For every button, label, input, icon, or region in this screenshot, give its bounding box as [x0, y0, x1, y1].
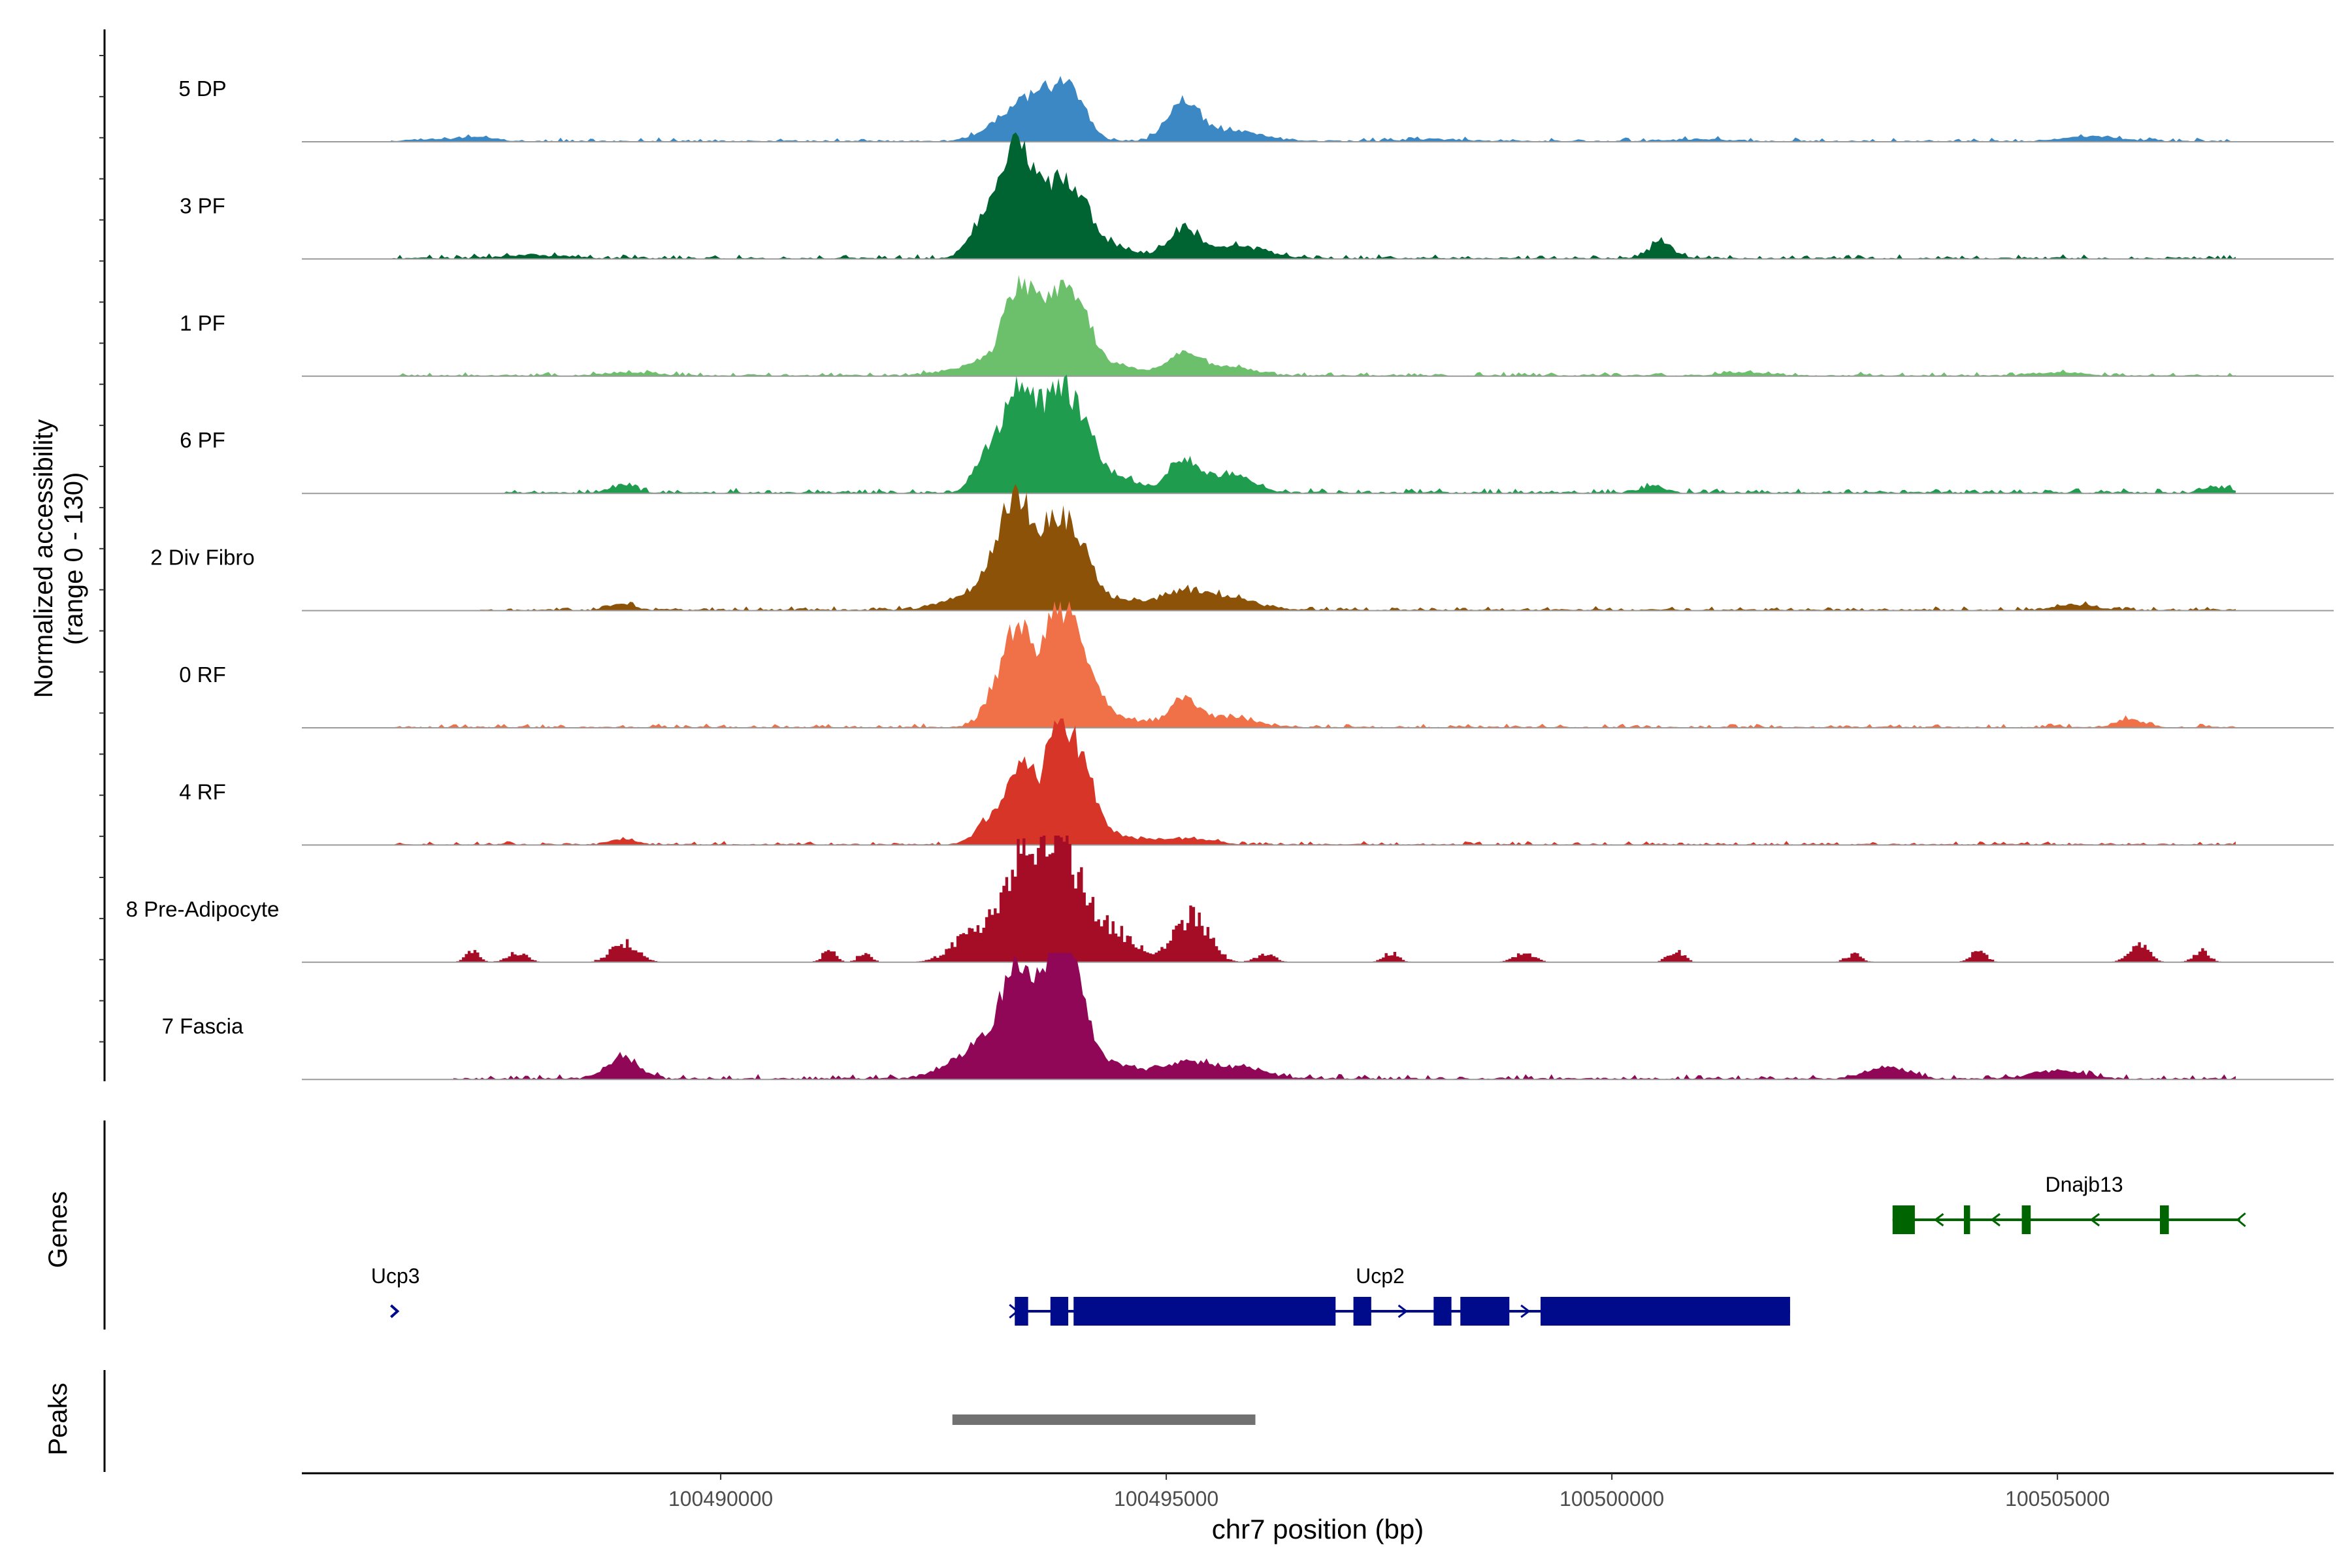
x-tick-label: 100495000: [1114, 1487, 1218, 1511]
track-0-rf: 0 RF: [179, 601, 2334, 728]
gene-dnajb13: Dnajb13: [1892, 1173, 2246, 1234]
track-6-pf: 6 PF: [180, 374, 2334, 495]
peaks-ylabel: Peaks: [44, 1382, 73, 1455]
gene-label: Ucp3: [371, 1264, 420, 1288]
track-label: 4 RF: [179, 779, 226, 804]
coverage-area: [453, 836, 2236, 962]
coverage-tracks: 5 DP 3 PF 1 PF 6 PF 2 Div Fibro 0 RF 4 RF 8 Pre…: [126, 76, 2334, 1081]
gene-exon: [1050, 1297, 1069, 1326]
gene-exon: [2021, 1205, 2031, 1234]
gene-annotation-panel: Ucp3 Ucp2 Dnajb13: [371, 1173, 2246, 1326]
coverage-area: [391, 132, 2236, 259]
gene-strand-arrow: [2236, 1212, 2246, 1228]
track-2-div-fibro: 2 Div Fibro: [150, 483, 2334, 612]
gene-strand-arrow: [1520, 1304, 1531, 1318]
axes: 100490000 100495000 100500000 100505000: [99, 29, 2334, 1511]
coverage-ylabel-line1: Normalized accessibility: [29, 419, 58, 698]
gene-strand-arrow: [1933, 1213, 1944, 1227]
gene-label: Ucp2: [1356, 1264, 1405, 1288]
gene-strand-arrow: [390, 1304, 400, 1318]
peak-region: [952, 1414, 1256, 1425]
track-label: 2 Div Fibro: [150, 546, 255, 570]
track-label: 7 Fascia: [162, 1014, 244, 1038]
peaks-panel: [952, 1414, 1256, 1425]
gene-exon: [1073, 1297, 1336, 1326]
coverage-area: [453, 953, 2236, 1080]
gene-strand-arrow: [1009, 1303, 1019, 1319]
coverage-area: [391, 76, 2236, 142]
track-label: 5 DP: [178, 76, 226, 101]
x-tick-label: 100500000: [1560, 1487, 1664, 1511]
gene-exon: [1433, 1297, 1452, 1326]
gene-exon: [1541, 1297, 1790, 1326]
gene-exon: [1963, 1205, 1970, 1234]
track-1-pf: 1 PF: [180, 275, 2334, 377]
track-5-dp: 5 DP: [178, 76, 2334, 142]
track-label: 6 PF: [180, 428, 225, 452]
track-3-pf: 3 PF: [180, 132, 2334, 260]
coverage-area: [391, 275, 2236, 376]
gene-exon: [2160, 1205, 2169, 1234]
x-axis-label: chr7 position (bp): [1212, 1514, 1424, 1544]
coverage-area: [498, 374, 2236, 494]
x-tick-label: 100505000: [2005, 1487, 2110, 1511]
track-8-pre-adipocyte: 8 Pre-Adipocyte: [126, 836, 2334, 963]
gene-strand-arrow: [2089, 1213, 2100, 1227]
gene-exon: [1015, 1297, 1028, 1326]
gene-exon: [1353, 1297, 1371, 1326]
coverage-ylabel-line2: (range 0 - 130): [59, 472, 88, 645]
gene-exon: [1460, 1297, 1510, 1326]
track-label: 3 PF: [180, 193, 225, 218]
x-tick-label: 100490000: [668, 1487, 773, 1511]
track-4-rf: 4 RF: [179, 718, 2334, 846]
gene-label: Dnajb13: [2045, 1173, 2123, 1196]
track-label: 8 Pre-Adipocyte: [126, 897, 280, 921]
coverage-area: [391, 601, 2236, 728]
genes-ylabel: Genes: [44, 1191, 73, 1268]
gene-ucp2: Ucp2: [1009, 1264, 1790, 1326]
coverage-area: [391, 718, 2236, 845]
track-7-fascia: 7 Fascia: [162, 953, 2334, 1081]
gene-ucp3: Ucp3: [371, 1264, 420, 1318]
gene-exon: [1892, 1205, 1915, 1234]
coverage-area: [480, 483, 2236, 611]
gene-strand-arrow: [1990, 1213, 2001, 1227]
gene-strand-arrow: [1397, 1304, 1409, 1318]
track-label: 0 RF: [179, 662, 226, 687]
track-label: 1 PF: [180, 311, 225, 335]
